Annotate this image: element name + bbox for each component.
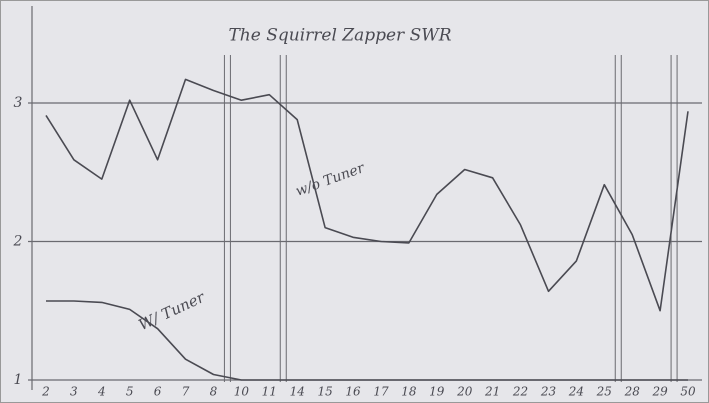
x-tick-label: 29 <box>651 385 668 399</box>
x-tick-label: 11 <box>262 385 277 399</box>
x-tick-label: 7 <box>182 385 190 399</box>
x-tick-label: 14 <box>290 385 305 399</box>
x-tick-label: 50 <box>680 385 696 399</box>
chart-title: The Squirrel Zapper SWR <box>228 26 451 46</box>
x-tick-label: 3 <box>70 385 78 399</box>
x-tick-label: 16 <box>345 385 361 399</box>
x-tick-label: 18 <box>401 385 417 399</box>
x-tick-label: 6 <box>154 385 162 399</box>
x-tick-label: 21 <box>484 385 500 399</box>
y-tick-label: 1 <box>14 372 23 388</box>
x-tick-label: 22 <box>512 385 528 399</box>
y-tick-label: 2 <box>13 233 23 249</box>
x-tick-label: 15 <box>317 385 332 399</box>
paper <box>1 1 709 403</box>
x-tick-label: 25 <box>596 385 612 399</box>
x-tick-label: 23 <box>540 385 557 399</box>
x-tick-label: 24 <box>568 385 584 399</box>
x-tick-label: 4 <box>97 385 106 399</box>
x-tick-label: 17 <box>373 385 389 399</box>
x-tick-label: 28 <box>624 385 641 399</box>
x-tick-label: 2 <box>41 385 50 399</box>
x-tick-label: 19 <box>429 385 445 399</box>
x-tick-label: 5 <box>126 385 134 399</box>
x-tick-label: 10 <box>234 385 250 399</box>
x-tick-label: 8 <box>210 385 218 399</box>
y-tick-label: 3 <box>14 95 23 111</box>
x-tick-label: 20 <box>456 385 473 399</box>
chart: The Squirrel Zapper SWR 1232345678101114… <box>0 0 709 403</box>
